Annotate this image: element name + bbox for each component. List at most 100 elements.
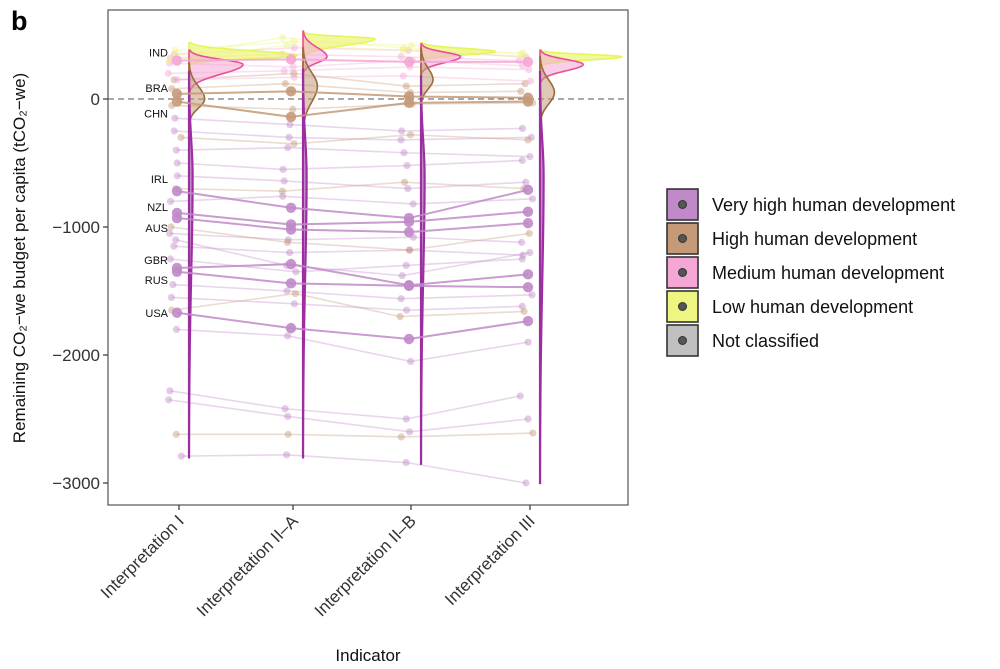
background-point [291, 289, 299, 298]
background-point [525, 229, 533, 237]
background-point [280, 67, 288, 75]
series-point-aus [171, 212, 183, 224]
series-line-ind [176, 58, 528, 63]
background-point [279, 165, 287, 173]
background-point [399, 46, 407, 54]
background-point [400, 44, 408, 52]
background-point [279, 33, 287, 42]
series-point-rus [522, 281, 534, 293]
series-point-usa [403, 333, 415, 345]
background-point [173, 76, 181, 84]
background-series-line [169, 232, 522, 244]
background-point [398, 272, 406, 280]
background-series-line [171, 82, 521, 94]
background-point [286, 249, 294, 257]
background-point [406, 131, 415, 139]
background-point [177, 452, 185, 460]
density-very-high [301, 68, 308, 459]
background-point [402, 306, 411, 314]
background-point [404, 185, 412, 193]
background-point [166, 59, 174, 67]
background-series-line [175, 181, 525, 192]
series-point-chn [522, 96, 534, 107]
background-point [518, 238, 526, 246]
background-point [517, 50, 525, 58]
background-point [520, 307, 528, 316]
background-point [281, 80, 289, 88]
background-series-line [176, 328, 529, 363]
background-point [290, 69, 298, 77]
background-point [402, 82, 410, 90]
x-tick-label: Interpretation II–A [193, 511, 302, 620]
background-point [284, 412, 292, 421]
background-point [518, 255, 526, 263]
background-point [172, 236, 180, 244]
series-line-irl [176, 188, 529, 220]
background-point [519, 251, 527, 259]
legend-label: High human development [712, 229, 917, 249]
background-point [527, 77, 535, 85]
plot-area: IND BRA CHN IRL NZL AUS GBR RUS USA [108, 30, 628, 487]
background-series-line [170, 226, 530, 251]
background-point [170, 242, 178, 250]
background-point [284, 144, 292, 152]
density-very-high [538, 71, 545, 485]
background-point [283, 41, 291, 49]
series-point-ind [171, 55, 183, 66]
background-point [529, 429, 537, 437]
panel-label: b [11, 6, 28, 36]
series-line-aus [176, 217, 529, 234]
x-axis-label: Indicator [335, 646, 401, 665]
x-tick-label: Interpretation I [97, 511, 188, 602]
series-line-gbr [176, 263, 529, 287]
series-line-bra [176, 90, 529, 99]
background-point [170, 127, 178, 135]
series-point-usa [171, 307, 183, 318]
country-label-gbr: GBR [144, 255, 168, 267]
background-point [400, 178, 409, 186]
background-point [518, 124, 527, 133]
background-point [283, 238, 292, 246]
background-point [278, 187, 286, 195]
background-point [403, 161, 411, 170]
series-point-rus [285, 278, 297, 289]
background-series-line [177, 175, 526, 190]
background-point [173, 159, 181, 167]
background-point [289, 63, 297, 71]
background-point [173, 172, 182, 180]
background-point [397, 433, 405, 441]
background-point [397, 53, 405, 61]
background-point [172, 146, 180, 154]
background-point [167, 223, 175, 231]
background-point [166, 229, 174, 237]
background-point [519, 49, 527, 57]
background-point [166, 255, 174, 263]
series-point-bra [171, 88, 183, 100]
background-point [522, 178, 530, 186]
background-point [404, 46, 412, 54]
background-point [290, 37, 298, 46]
background-point [526, 249, 534, 257]
background-point [402, 458, 410, 467]
series-point-bra [285, 86, 297, 97]
background-point [521, 80, 529, 88]
background-series-line [175, 239, 530, 277]
background-point [279, 192, 287, 200]
background-point [285, 133, 293, 141]
background-point [406, 246, 414, 254]
background-point [281, 405, 289, 413]
background-point [282, 451, 291, 459]
background-point [286, 121, 294, 129]
background-series-line [181, 454, 527, 484]
series-point-ind [522, 56, 534, 68]
background-series-line [170, 258, 523, 273]
background-point [398, 127, 406, 135]
background-series-line [173, 245, 523, 256]
y-tick-label: −1000 [52, 218, 100, 237]
background-point [169, 281, 177, 289]
background-point [526, 153, 534, 161]
series-point-chn [285, 111, 297, 123]
country-label-usa: USA [145, 308, 168, 320]
background-series-line [171, 296, 523, 312]
